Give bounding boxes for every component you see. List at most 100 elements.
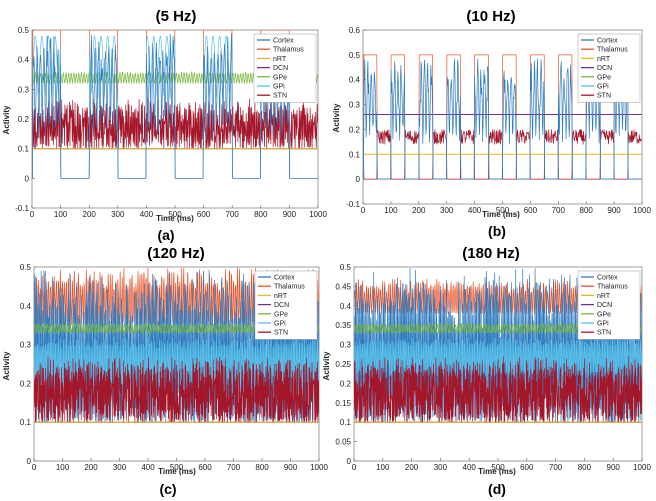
panel-a-legend-label: Cortex [273, 38, 294, 45]
panel-b-ytick-label: -0.1 [346, 200, 360, 209]
panel-d-title: (180 Hz) [462, 245, 520, 262]
panel-a-ytick-label: 0.2 [18, 115, 30, 124]
panel-b: (10 Hz) 0 100 200 300 400 500 600 700 800 900 1000… [332, 8, 651, 239]
panel-a-xtick-label: 400 [140, 210, 154, 219]
panel-d-legend-label: GPe [597, 311, 611, 318]
panel-d-xtick-label: 600 [520, 463, 534, 472]
panel-c-legend-label: Thalamus [274, 284, 305, 291]
panel-d-ylabel: Activity [322, 351, 331, 380]
panel-c-ytick-label: 0.5 [20, 263, 32, 272]
panel-a-legend-label: Thalamus [273, 47, 304, 54]
panel-d-ytick-label: 0.35 [335, 321, 351, 330]
panel-a-legend-label: nRT [273, 56, 287, 63]
panel-d-legend-label: GPi [597, 321, 609, 328]
panel-a-caption: (a) [157, 227, 174, 243]
panel-a-xtick-label: 600 [197, 210, 211, 219]
panel-b-xtick-label: 600 [524, 206, 538, 215]
panel-a-ytick-label: 0.1 [18, 145, 30, 154]
panel-c-legend-label: GPe [274, 311, 288, 318]
panel-d-xtick-label: 700 [549, 463, 563, 472]
panel-b-xtick-label: 200 [412, 206, 426, 215]
panel-c-xtick-label: 500 [170, 463, 184, 472]
panel-c-ytick-label: 0.3 [20, 341, 32, 350]
panel-d-ytick-label: 0.05 [335, 438, 351, 447]
panel-a-xlabel: Time (ms) [156, 214, 194, 223]
panel-d-xtick-label: 500 [491, 463, 505, 472]
panel-c-xtick-label: 900 [284, 463, 298, 472]
panel-d-xtick-label: 0 [352, 463, 357, 472]
panel-b-xtick-label: 700 [552, 206, 566, 215]
panel-b-legend-label: GPe [597, 74, 611, 81]
panel-b-title: (10 Hz) [466, 8, 515, 25]
panel-c-legend-label: Cortex [274, 275, 295, 282]
panel-c-legend-label: GPi [274, 321, 286, 328]
panel-a-xtick-label: 100 [54, 210, 68, 219]
panel-a-xtick-label: 1000 [309, 210, 327, 219]
panel-a-ytick-label: 0.3 [18, 85, 30, 94]
panel-b-ytick-label: 0.6 [349, 26, 361, 35]
panel-c-xtick-label: 700 [227, 463, 241, 472]
panel-a-ytick-label: -0.1 [15, 204, 29, 213]
panel-c-ytick-label: 0.1 [20, 418, 32, 427]
panel-b-legend-label: STN [597, 93, 611, 100]
panel-c-ylabel: Activity [2, 351, 11, 380]
panel-c-ytick-label: 0 [27, 457, 32, 466]
panel-a-xtick-label: 900 [283, 210, 297, 219]
panel-c-xtick-label: 800 [255, 463, 269, 472]
panel-b-xtick-label: 300 [440, 206, 454, 215]
panel-c-xtick-label: 400 [141, 463, 155, 472]
panel-d-series-stn [354, 356, 642, 423]
panel-c-legend-label: DCN [274, 302, 289, 309]
panel-c-legend-label: STN [274, 330, 288, 337]
panel-a-xtick-label: 500 [168, 210, 182, 219]
panel-c-xtick-label: 100 [56, 463, 70, 472]
panel-d-ytick-label: 0.5 [340, 263, 352, 272]
panel-d-legend-label: nRT [597, 293, 611, 300]
panel-c-legend: Cortex Thalamus nRT DCN GPe GPi STN [254, 270, 318, 340]
panel-b-ytick-label: 0.2 [349, 125, 361, 134]
panel-a-xtick-label: 800 [254, 210, 268, 219]
panel-d-caption: (d) [488, 481, 506, 497]
panel-c-xtick-label: 300 [113, 463, 127, 472]
panel-a-legend-label: STN [273, 93, 287, 100]
panel-c-title: (120 Hz) [147, 245, 205, 262]
panel-d-ytick-label: 0.45 [335, 282, 351, 291]
panel-d-ytick-label: 0.3 [340, 341, 352, 350]
panel-b-ytick-label: 0.4 [349, 76, 361, 85]
panel-d-xtick-label: 1000 [633, 463, 651, 472]
panel-c: (120 Hz) 0 100 200 300 400 500 600 700 800 900 100… [2, 245, 328, 497]
panel-d-ytick-label: 0.2 [340, 379, 352, 388]
panel-d: (180 Hz) 0 100 200 300 400 500 600 700 800 900 100… [322, 245, 651, 497]
panel-a-legend: Cortex Thalamus nRT DCN GPe GPi STN [253, 33, 317, 103]
panel-b-plot: 0 100 200 300 400 500 600 700 800 900 1000-0.100.1… [346, 26, 651, 215]
panel-d-plot: 0 100 200 300 400 500 600 700 800 900 1000 0 0.05 0.1… [335, 263, 651, 472]
panel-b-caption: (b) [488, 223, 506, 239]
panel-b-xtick-label: 100 [384, 206, 398, 215]
panel-b-ytick-label: 0 [356, 175, 361, 184]
panel-b-legend-label: GPi [597, 84, 609, 91]
panel-a-xtick-label: 0 [30, 210, 35, 219]
panel-a-xtick-label: 300 [111, 210, 125, 219]
panel-c-plot: 0 100 200 300 400 500 600 700 800 900 1000 0 0.1 0.2 0… [20, 263, 329, 472]
panel-b-xtick-label: 900 [607, 206, 621, 215]
panel-c-xtick-label: 1000 [310, 463, 328, 472]
panel-d-ytick-label: 0.25 [335, 360, 351, 369]
panel-b-legend-label: Cortex [597, 38, 618, 45]
panel-b-legend-label: nRT [597, 56, 611, 63]
panel-d-xtick-label: 100 [376, 463, 390, 472]
panel-d-xtick-label: 400 [463, 463, 477, 472]
panel-a-legend-label: DCN [273, 65, 288, 72]
panel-b-xlabel: Time (ms) [482, 210, 520, 219]
panel-a-ytick-label: 0.5 [18, 26, 30, 35]
panel-a-xtick-label: 200 [83, 210, 97, 219]
panel-b-xtick-label: 0 [361, 206, 366, 215]
panel-b-ytick-label: 0.5 [349, 51, 361, 60]
panel-a: (5 Hz) 0 100 200 300 400 500 600 700 800 900 1000 -… [2, 8, 327, 243]
panel-d-xlabel: Time (ms) [478, 467, 516, 476]
panel-c-xtick-label: 0 [32, 463, 37, 472]
panel-c-xtick-label: 600 [198, 463, 212, 472]
panel-d-ytick-label: 0.4 [340, 302, 352, 311]
panel-a-ytick-label: 0 [25, 174, 30, 183]
panel-d-legend-label: DCN [597, 302, 612, 309]
